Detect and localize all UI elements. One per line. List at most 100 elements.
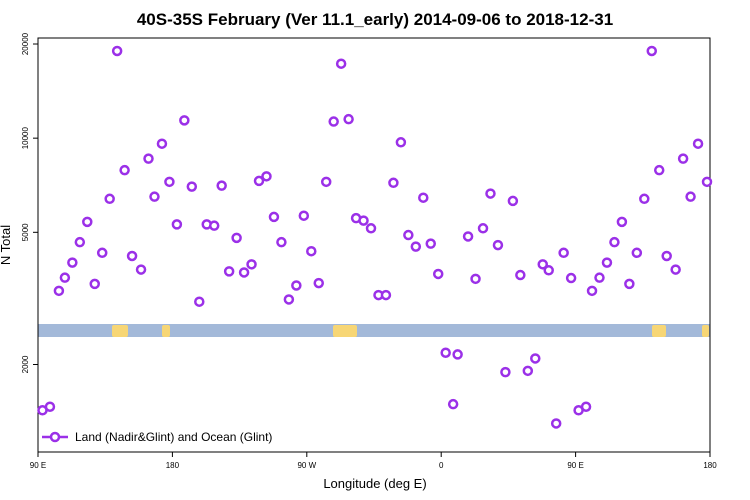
data-point xyxy=(276,236,287,248)
data-point xyxy=(126,250,138,262)
data-point xyxy=(246,259,257,270)
y-axis-label: N Total xyxy=(0,225,13,265)
data-point xyxy=(470,273,481,285)
land-patch xyxy=(112,325,128,337)
data-point xyxy=(432,268,444,280)
y-tick-label: 10000 xyxy=(21,126,30,149)
data-point xyxy=(395,137,407,148)
x-tick-label: 90 E xyxy=(30,461,46,470)
data-point xyxy=(543,265,554,276)
data-point xyxy=(208,220,220,231)
data-point xyxy=(558,247,569,259)
data-point xyxy=(425,238,436,249)
legend-label: Land (Nadir&Glint) and Ocean (Glint) xyxy=(75,430,272,444)
x-axis-ticks: 90 E 180 90 W 0 90 E 180 xyxy=(30,452,717,470)
data-point xyxy=(59,272,71,283)
data-points xyxy=(37,45,713,429)
data-point xyxy=(111,45,123,57)
data-point xyxy=(380,289,392,301)
data-point xyxy=(238,267,250,278)
data-point xyxy=(179,115,190,126)
data-point xyxy=(313,277,324,289)
data-point xyxy=(639,193,650,205)
land-patch xyxy=(702,325,709,337)
data-point xyxy=(594,272,605,283)
data-point xyxy=(530,353,541,364)
data-point xyxy=(452,349,463,360)
data-point xyxy=(586,285,598,297)
data-point xyxy=(231,232,242,244)
data-point xyxy=(358,215,369,226)
legend: Land (Nadir&Glint) and Ocean (Glint) xyxy=(42,430,272,444)
x-tick-label: 0 xyxy=(439,461,444,470)
land-patch xyxy=(333,325,357,337)
data-point xyxy=(253,175,265,187)
data-point xyxy=(492,239,504,251)
data-point xyxy=(410,241,422,252)
data-point xyxy=(403,229,414,241)
data-point xyxy=(298,210,310,221)
data-point xyxy=(268,211,280,223)
x-tick-label: 90 W xyxy=(297,461,316,470)
data-point xyxy=(477,223,489,234)
data-point xyxy=(104,193,115,205)
data-point xyxy=(440,347,451,358)
data-point xyxy=(418,192,429,203)
data-point xyxy=(328,116,339,127)
data-point xyxy=(320,176,332,188)
data-point xyxy=(670,264,681,275)
data-point xyxy=(186,181,198,192)
data-point xyxy=(601,257,613,268)
data-point xyxy=(89,278,100,290)
data-point xyxy=(692,138,704,149)
data-point xyxy=(53,285,65,297)
data-point xyxy=(677,153,689,164)
y-axis-ticks: 5000 10000 20000 2000 xyxy=(21,32,38,373)
data-point xyxy=(485,188,496,199)
data-point xyxy=(609,236,620,248)
land-patch xyxy=(162,325,170,337)
data-point xyxy=(646,45,658,57)
data-point xyxy=(223,266,235,277)
data-point xyxy=(96,247,108,259)
data-point xyxy=(143,153,154,164)
plot-area xyxy=(37,37,711,453)
data-point xyxy=(74,236,86,248)
data-point xyxy=(537,259,548,270)
data-point xyxy=(119,164,130,176)
data-point xyxy=(388,177,399,189)
data-point xyxy=(335,58,347,69)
data-point xyxy=(653,164,665,176)
ocean-band xyxy=(38,324,710,337)
data-point xyxy=(685,191,696,202)
data-point xyxy=(164,176,175,188)
y-tick-label: 20000 xyxy=(21,32,30,55)
data-point xyxy=(447,398,459,410)
data-point xyxy=(565,272,577,284)
y-tick-label: 5000 xyxy=(21,223,30,241)
data-point xyxy=(500,366,511,378)
data-point xyxy=(365,223,377,234)
data-point xyxy=(283,294,295,305)
data-point xyxy=(216,180,227,191)
data-point xyxy=(291,280,302,291)
x-tick-label: 180 xyxy=(166,461,180,470)
data-point xyxy=(135,264,147,275)
surface-type-band xyxy=(38,324,710,337)
data-point xyxy=(661,250,672,262)
legend-marker xyxy=(49,431,61,443)
data-point xyxy=(550,418,562,429)
data-point xyxy=(624,278,635,290)
plot-frame xyxy=(37,37,711,453)
x-tick-label: 90 E xyxy=(567,461,583,470)
data-point xyxy=(156,138,168,149)
data-point xyxy=(507,195,519,207)
data-point xyxy=(149,191,160,202)
x-axis-label: Longitude (deg E) xyxy=(323,476,426,491)
data-point xyxy=(194,296,205,307)
data-point xyxy=(701,176,713,188)
data-point xyxy=(171,219,183,230)
data-point xyxy=(261,171,272,182)
data-point xyxy=(515,269,526,281)
